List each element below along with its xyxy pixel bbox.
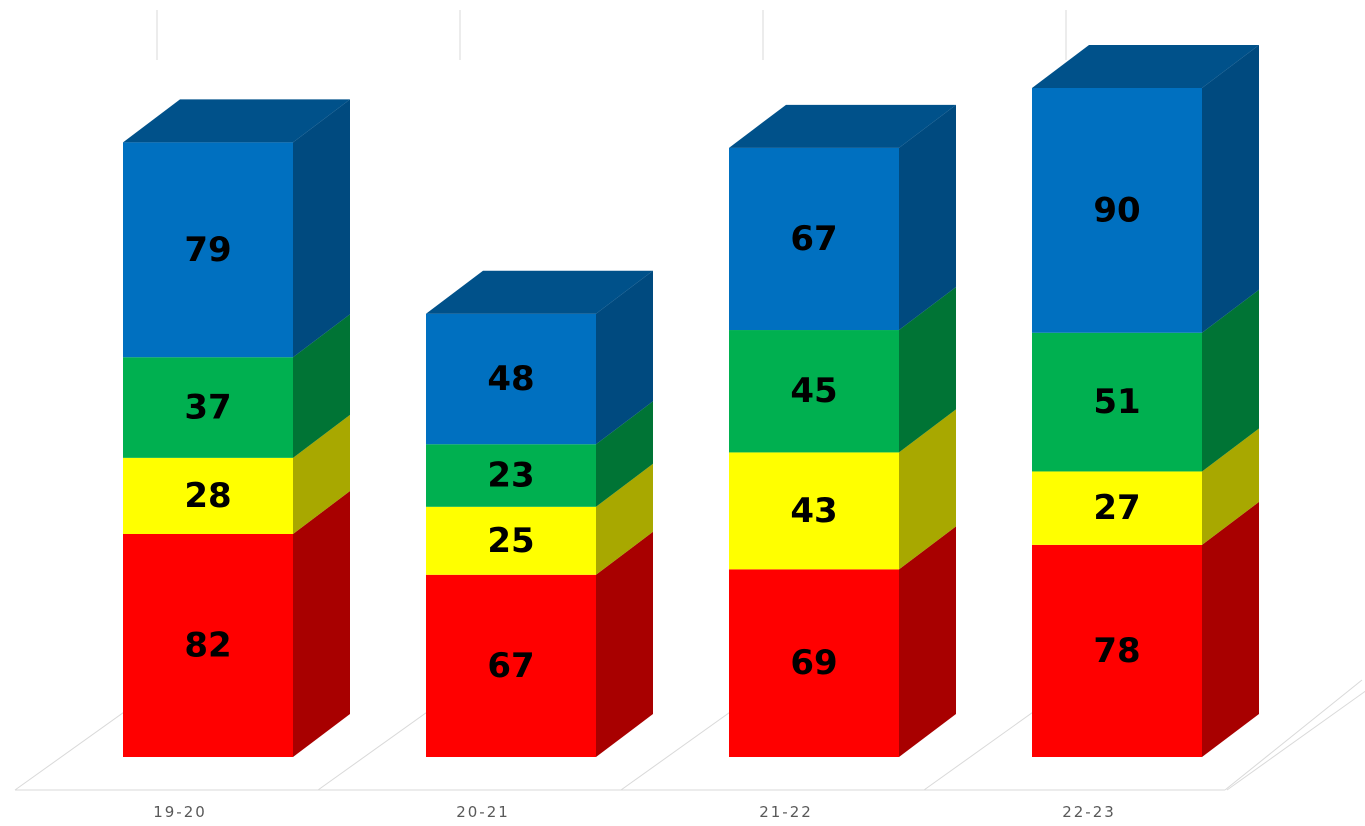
bar-segment-side [1202,289,1259,472]
bar-segment-side [596,401,653,507]
bar-data-label: 45 [790,371,837,411]
bar-top-face [729,104,956,148]
bar-segment-side [899,104,956,331]
bar-segment-side [293,314,350,458]
bar-data-label: 28 [184,476,231,516]
bar-segment-side [293,491,350,757]
bar-data-label: 69 [790,643,837,683]
bar-segment-side [596,270,653,445]
bar-segment-side [1202,428,1259,545]
bar-data-label: 90 [1093,190,1140,230]
bar-data-label: 48 [487,359,534,399]
chart-data-labels: 82 28 37 79 67 25 23 48 69 43 45 67 78 27 51 90 [184,190,1140,686]
bar-data-label: 67 [790,219,837,259]
bar-segment-front [1032,332,1202,472]
bar-segment-front [1032,544,1202,757]
bar-segment-front [729,330,899,453]
bar-top-face [426,270,653,314]
bar-segment-side [293,99,350,358]
bar-segment-front [426,444,596,507]
x-tick-label: 19-20 [153,803,207,821]
bar-segment-front [426,506,596,575]
bar-top-face [123,99,350,143]
bar-segment-front [123,534,293,757]
bar-data-label: 51 [1093,382,1140,422]
bar-segment-front [426,574,596,757]
bar-data-label: 82 [184,626,231,666]
bar-data-label: 23 [487,456,534,496]
bar-segment-front [123,457,293,534]
bar-segment-side [293,414,350,534]
bar-segment-front [123,357,293,458]
bar-segment-front [1032,88,1202,333]
bar-top-face [1032,45,1259,88]
bar-segment-front [123,142,293,358]
bar-segment-front [729,452,899,570]
bar-segment-side [596,463,653,575]
bar-segment-side [1202,501,1259,757]
bar-segment-front [1032,471,1202,545]
bar-stack-20-21 [426,270,653,757]
bar-stack-21-22 [729,104,956,757]
bar-segment-front [426,313,596,445]
bar-segment-front [729,569,899,757]
bar-segment-side [1202,45,1259,333]
floor-right-edge [1224,679,1363,791]
bar-data-label: 27 [1093,488,1140,528]
floor-divider [1226,690,1365,791]
bar-data-label: 78 [1093,631,1140,671]
bar-stack-19-20 [123,99,350,757]
bar-segment-side [899,526,956,757]
bar-stack-22-23 [1032,45,1259,757]
bar-data-label: 67 [487,646,534,686]
bar-segment-front [729,147,899,331]
chart-x-axis: 19-20 20-21 21-22 22-23 [153,803,1116,821]
bar-data-label: 79 [184,230,231,270]
x-tick-label: 22-23 [1062,803,1116,821]
x-tick-label: 21-22 [759,803,813,821]
bar-data-label: 43 [790,491,837,531]
bar-segment-side [899,409,956,570]
bar-data-label: 37 [184,388,231,428]
x-tick-label: 20-21 [456,803,510,821]
bar-segment-side [596,531,653,757]
bar-data-label: 25 [487,521,534,561]
chart-gridlines [14,10,1365,791]
chart-bars [123,45,1259,757]
bar-segment-side [899,287,956,453]
